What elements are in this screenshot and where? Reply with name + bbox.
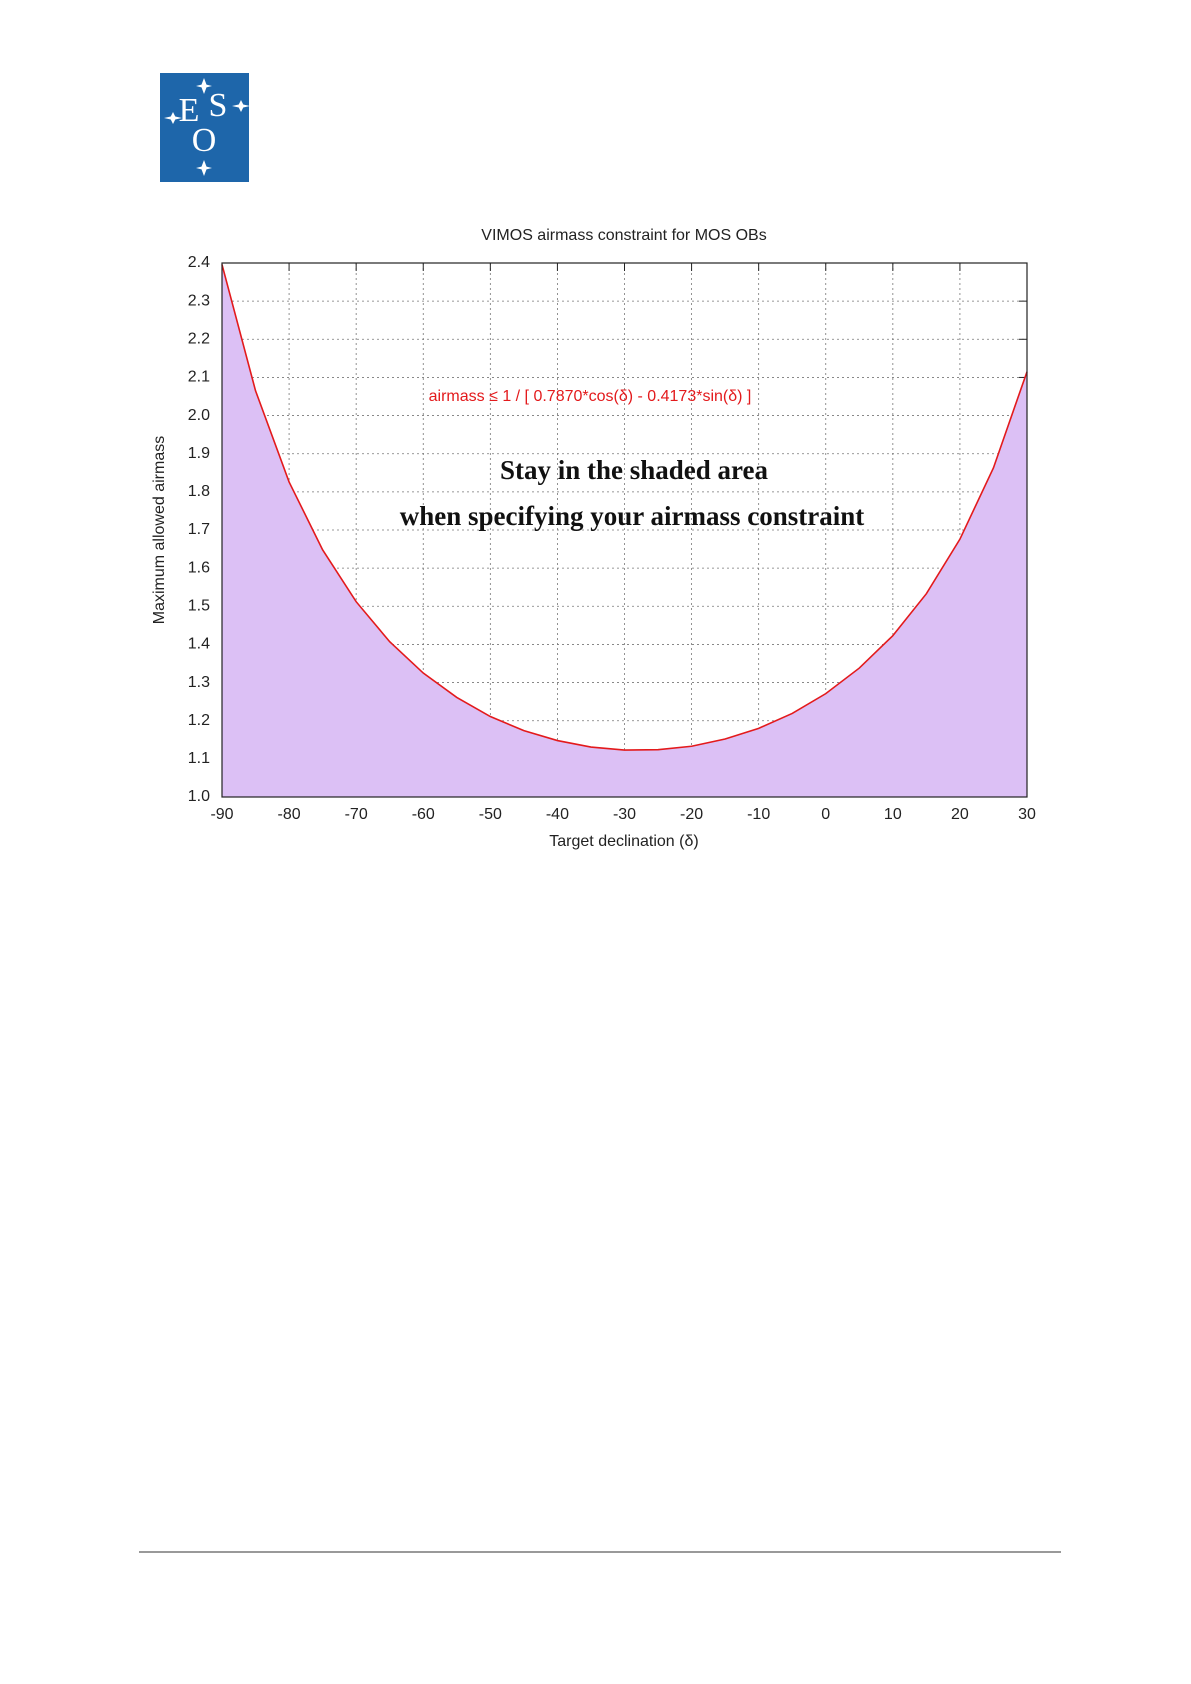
annotation: when specifying your airmass constraint xyxy=(400,501,865,531)
x-tick-label: -70 xyxy=(345,806,368,823)
logo-letter: O xyxy=(192,122,217,159)
y-tick-label: 1.7 xyxy=(188,521,210,538)
annotation: Stay in the shaded area xyxy=(500,455,769,485)
y-tick-label: 1.4 xyxy=(188,636,210,653)
plot: 1.0 1.1 1.2 1.3 1.4 1.5 1.6 1.7 1.8 1.9 2.0 2.1 2.2 2… xyxy=(188,254,1036,823)
formula: airmass ≤ 1 / [ 0.7870*cos(δ) - 0.4173*s… xyxy=(429,388,752,405)
x-tick-label: -80 xyxy=(278,806,301,823)
x-tick-label: -10 xyxy=(747,806,770,823)
y-tick-label: 2.0 xyxy=(188,407,210,424)
x-tick-label: -60 xyxy=(412,806,435,823)
plot-frame xyxy=(221,262,1028,798)
logo-letter: S xyxy=(209,87,228,124)
y-tick-label: 1.9 xyxy=(188,445,210,462)
x-tick-label: -50 xyxy=(479,806,502,823)
y-tick-label: 2.1 xyxy=(188,369,210,386)
area xyxy=(222,264,1027,797)
y-tick-label: 1.0 xyxy=(188,788,210,805)
x-tick-label: -20 xyxy=(680,806,703,823)
logo-letter: E xyxy=(179,92,200,129)
x-tick-label: 30 xyxy=(1018,806,1036,823)
x-axis-label: Target declination (δ) xyxy=(549,833,698,850)
y-tick-label: 2.4 xyxy=(188,254,210,271)
y-tick-label: 1.2 xyxy=(188,712,210,729)
x-tick-label: -30 xyxy=(613,806,636,823)
logo-stars xyxy=(164,78,250,176)
y-tick-label: 2.2 xyxy=(188,331,210,348)
y-tick-label: 1.1 xyxy=(188,750,210,767)
y-tick-label: 1.8 xyxy=(188,483,210,500)
y-axis-label: Maximum allowed airmass xyxy=(151,436,168,625)
y-tick-label: 1.6 xyxy=(188,559,210,576)
x-tick-label: 0 xyxy=(821,806,830,823)
x-tick-label: 10 xyxy=(884,806,902,823)
y-tick-label: 1.5 xyxy=(188,598,210,615)
y-tick-label: 2.3 xyxy=(188,292,210,309)
line xyxy=(221,264,1028,751)
x-tick-label: -40 xyxy=(546,806,569,823)
x-tick-label: -90 xyxy=(210,806,233,823)
x-tick-label: 20 xyxy=(951,806,969,823)
chart-title: VIMOS airmass constraint for MOS OBs xyxy=(481,227,766,244)
y-tick-label: 1.3 xyxy=(188,674,210,691)
